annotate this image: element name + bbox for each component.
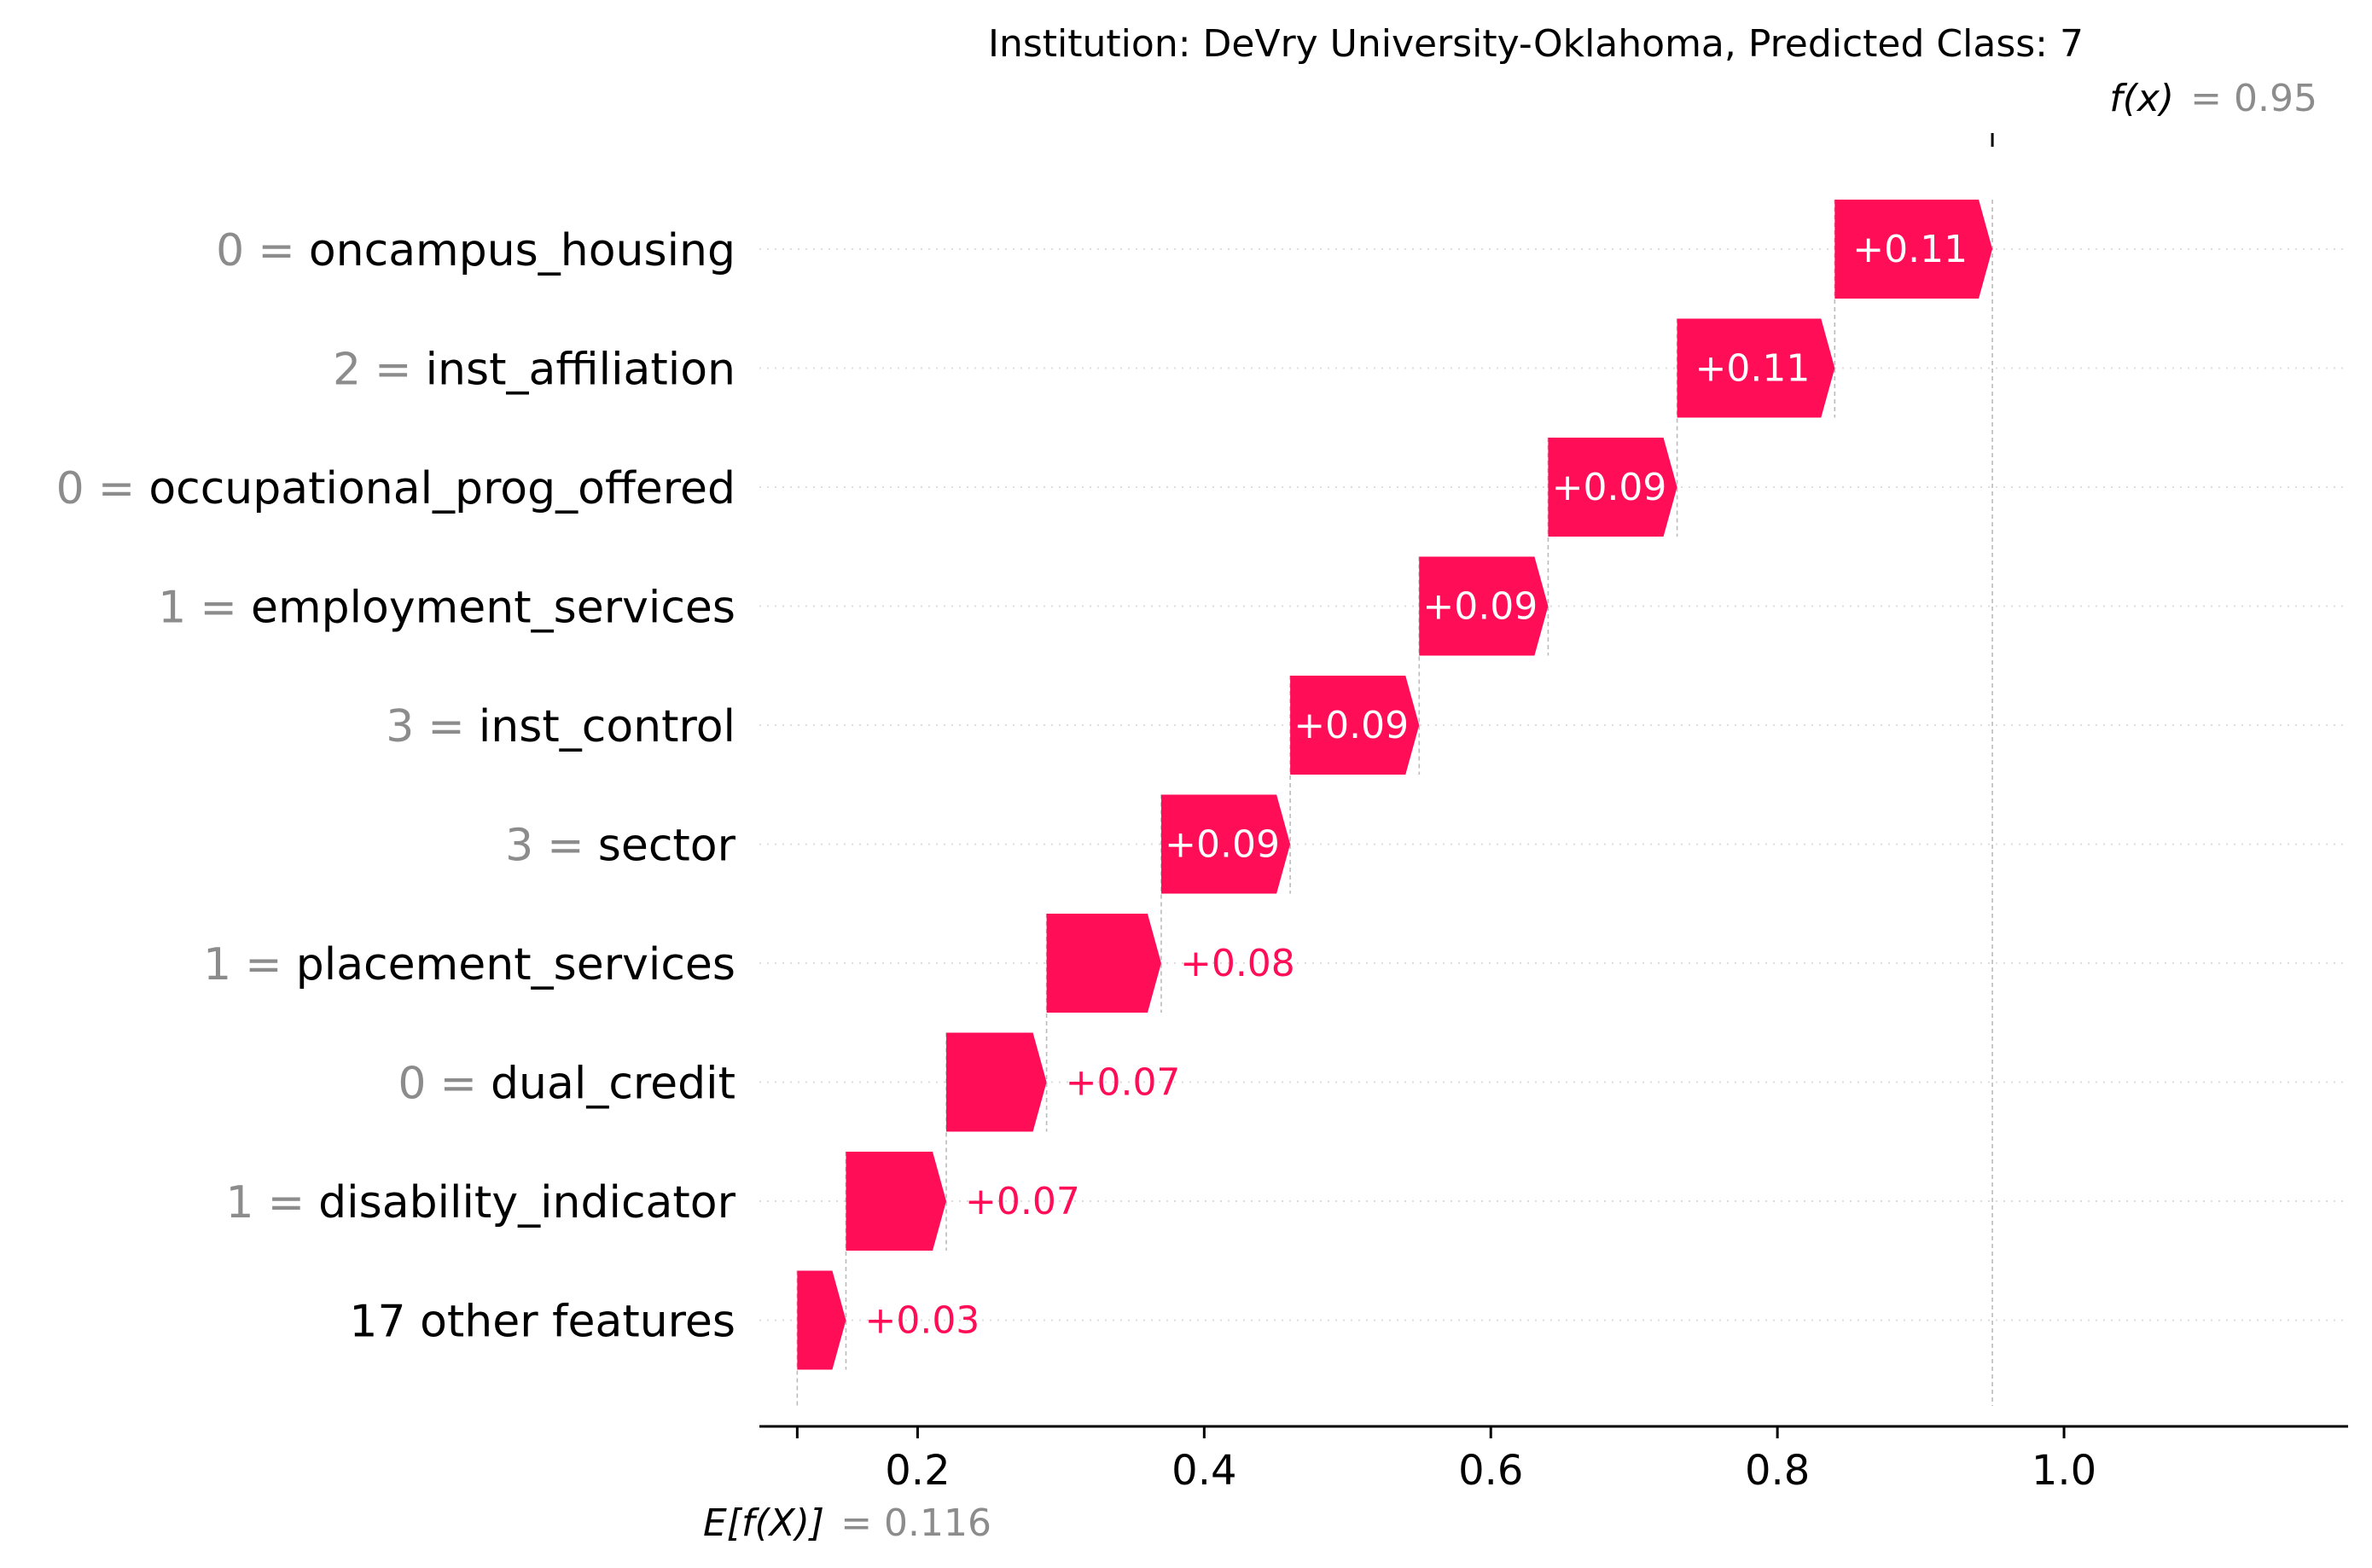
x-tick-label: 0.8 <box>1745 1447 1810 1495</box>
feature-equals: = <box>258 225 295 276</box>
contribution-label: +0.07 <box>1066 1061 1181 1105</box>
feature-equals: = <box>245 939 282 990</box>
contribution-label: +0.09 <box>1422 585 1538 629</box>
output-value-number: = 0.95 <box>2190 77 2317 120</box>
feature-name: 17 other features <box>349 1297 735 1348</box>
feature-label: 1 = disability_indicator <box>226 1177 736 1228</box>
feature-name: oncampus_housing <box>309 225 735 276</box>
feature-label: 3 = sector <box>505 821 736 872</box>
feature-label: 0 = dual_credit <box>398 1059 735 1110</box>
base-value-var: E[f(X)] <box>703 1501 824 1545</box>
feature-value: 3 <box>386 701 414 752</box>
feature-value: 1 <box>203 939 231 990</box>
contribution-label: +0.09 <box>1552 466 1667 509</box>
contribution-label: +0.11 <box>1695 347 1811 391</box>
feature-name: placement_services <box>296 939 735 990</box>
feature-value: 0 <box>56 463 84 514</box>
feature-name: dual_credit <box>491 1059 735 1110</box>
feature-value: 3 <box>505 821 533 872</box>
output-value-marker: f(x) = 0.95 <box>1991 77 2317 147</box>
base-value-marker: E[f(X)] = 0.116 <box>703 1501 991 1545</box>
base-value-label: E[f(X)] = 0.116 <box>703 1501 991 1545</box>
feature-value: 0 <box>216 225 244 276</box>
contribution-label: +0.03 <box>864 1299 980 1343</box>
contribution-bar <box>1160 794 1291 894</box>
feature-name: inst_control <box>479 701 735 752</box>
x-tick-label: 0.4 <box>1171 1447 1236 1495</box>
feature-value: 1 <box>226 1177 254 1228</box>
output-value-var: f(x) <box>2109 77 2174 120</box>
contribution-bar <box>1548 438 1677 537</box>
feature-name: sector <box>598 821 736 872</box>
contribution-bar <box>797 1270 846 1370</box>
feature-value: 2 <box>333 345 361 396</box>
feature-name: disability_indicator <box>318 1177 735 1228</box>
feature-name: employment_services <box>251 583 735 634</box>
feature-value: 1 <box>158 583 186 634</box>
feature-labels: +0.11 0 = oncampus_housing +0.11 2 = inst_affil… <box>56 225 1968 1348</box>
contribution-bar <box>846 1152 947 1251</box>
feature-label: 0 = oncampus_housing <box>216 225 735 276</box>
contribution-bar <box>1834 200 1993 299</box>
x-tick-label: 1.0 <box>2032 1447 2096 1495</box>
feature-name: occupational_prog_offered <box>148 463 735 514</box>
feature-label: 3 = inst_control <box>386 701 735 752</box>
contribution-bar <box>1290 676 1420 775</box>
guide-lines <box>796 200 1993 1406</box>
feature-equals: = <box>427 701 465 752</box>
x-tick-label: 0.2 <box>885 1447 950 1495</box>
feature-name: inst_affiliation <box>426 345 735 396</box>
output-value-label: f(x) = 0.95 <box>2109 77 2317 120</box>
contribution-label: +0.09 <box>1294 704 1409 747</box>
x-axis: 0.2 0.4 0.6 0.8 1.0 <box>759 1425 2348 1495</box>
feature-value: 0 <box>398 1059 426 1110</box>
feature-equals: = <box>98 463 136 514</box>
feature-equals: = <box>547 821 584 872</box>
contribution-bar <box>1677 318 1835 418</box>
feature-label: 1 = employment_services <box>158 583 735 634</box>
contribution-bar <box>1419 556 1549 656</box>
contribution-bars <box>797 200 1993 1370</box>
contribution-label: +0.08 <box>1180 942 1295 985</box>
contribution-bar <box>946 1032 1047 1132</box>
feature-equals: = <box>375 345 412 396</box>
base-value-number: = 0.116 <box>840 1501 991 1545</box>
x-tick-label: 0.6 <box>1458 1447 1523 1495</box>
contribution-label: +0.07 <box>965 1180 1080 1223</box>
chart-title: Institution: DeVry University-Oklahoma, … <box>988 22 2084 66</box>
grid-lines <box>759 248 2348 1321</box>
feature-label: 2 = inst_affiliation <box>333 345 735 396</box>
feature-label: 0 = occupational_prog_offered <box>56 463 735 514</box>
contribution-label: +0.09 <box>1165 823 1280 867</box>
contribution-label: +0.11 <box>1852 228 1968 271</box>
feature-equals: = <box>268 1177 305 1228</box>
contribution-bar <box>1046 914 1161 1013</box>
feature-equals: = <box>439 1059 477 1110</box>
feature-label: 17 other features <box>349 1297 735 1348</box>
feature-label: 1 = placement_services <box>203 939 735 990</box>
feature-equals: = <box>200 583 237 634</box>
